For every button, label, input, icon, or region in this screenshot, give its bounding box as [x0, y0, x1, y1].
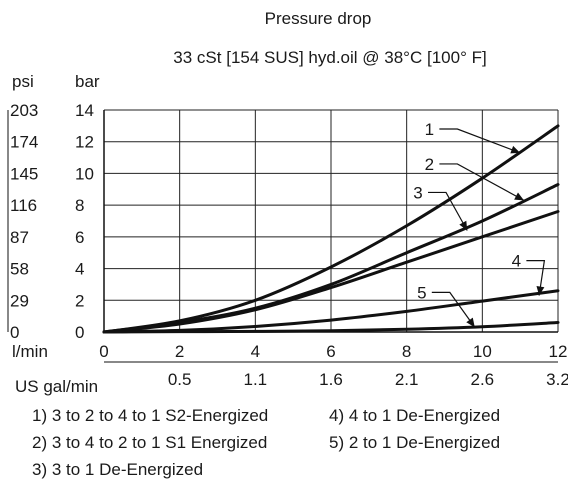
series-label-1: 1: [425, 120, 434, 139]
series-leader-2: [439, 163, 525, 201]
legend-item-3: 3) 3 to 1 De-Energized: [32, 460, 204, 479]
series-leader-3: [428, 191, 468, 231]
legend-item-4: 4) 4 to 1 De-Energized: [329, 406, 501, 425]
series-lines: [102, 124, 560, 334]
series-line-2: [102, 183, 560, 334]
bar-tick-label: 0: [75, 323, 84, 342]
lmin-tick-label: 2: [175, 342, 184, 361]
gal-tick-label: 1.1: [244, 370, 268, 389]
lmin-tick-label: 12: [549, 342, 568, 361]
lmin-tick-label: 0: [99, 342, 108, 361]
gal-tick-label: 2.6: [471, 370, 495, 389]
bar-tick-label: 12: [75, 133, 94, 152]
series-arrowhead-2: [514, 192, 524, 201]
series-line-5: [102, 320, 560, 334]
series-line-3: [102, 209, 560, 334]
psi-tick-label: 58: [10, 260, 29, 279]
lmin-tick-label: 6: [326, 342, 335, 361]
gal-tick-label: 1.6: [319, 370, 343, 389]
legend-item-5: 5) 2 to 1 De-Energized: [329, 433, 501, 452]
gal-axis-label: US gal/min: [15, 377, 98, 396]
series-leader-4: [526, 260, 546, 296]
bar-axis-label: bar: [75, 72, 100, 91]
psi-tick-label: 87: [10, 228, 29, 247]
psi-tick-label: 145: [10, 164, 38, 183]
gal-tick-label: 3.2: [546, 370, 568, 389]
series-arrowhead-3: [459, 220, 468, 231]
legend-item-2: 2) 3 to 4 to 2 to 1 S1 Energized: [32, 433, 268, 452]
psi-axis-label: psi: [12, 72, 34, 91]
psi-tick-label: 116: [10, 196, 37, 215]
bar-tick-label: 4: [75, 260, 84, 279]
psi-tick-label: 29: [10, 291, 29, 310]
series-leader-1: [439, 128, 521, 154]
gal-tick-label: 2.1: [395, 370, 419, 389]
psi-tick-label: 174: [10, 133, 38, 152]
series-arrowhead-1: [510, 145, 521, 154]
bar-tick-label: 8: [75, 196, 84, 215]
series-label-3: 3: [413, 183, 422, 202]
gal-tick-label: 0.5: [168, 370, 192, 389]
legend-item-1: 1) 3 to 2 to 4 to 1 S2-Energized: [32, 406, 269, 425]
lmin-tick-label: 10: [473, 342, 492, 361]
chart-subtitle: 33 cSt [154 SUS] hyd.oil @ 38°C [100° F]: [173, 48, 486, 67]
bar-tick-label: 2: [75, 291, 84, 310]
series-arrowhead-5: [466, 317, 475, 328]
psi-tick-label: 0: [10, 323, 19, 342]
lmin-tick-label: 4: [251, 342, 260, 361]
bar-tick-label: 6: [75, 228, 84, 247]
series-label-4: 4: [512, 252, 521, 271]
series-arrowhead-4: [536, 286, 545, 296]
series-label-2: 2: [425, 155, 434, 174]
bar-tick-label: 14: [75, 101, 94, 120]
bar-tick-label: 10: [75, 164, 94, 183]
series-leader-5: [431, 291, 476, 328]
chart-title: Pressure drop: [265, 9, 372, 28]
psi-tick-label: 203: [10, 101, 38, 120]
lmin-tick-label: 8: [402, 342, 411, 361]
lmin-axis-label: l/min: [12, 342, 48, 361]
series-label-5: 5: [417, 283, 426, 302]
